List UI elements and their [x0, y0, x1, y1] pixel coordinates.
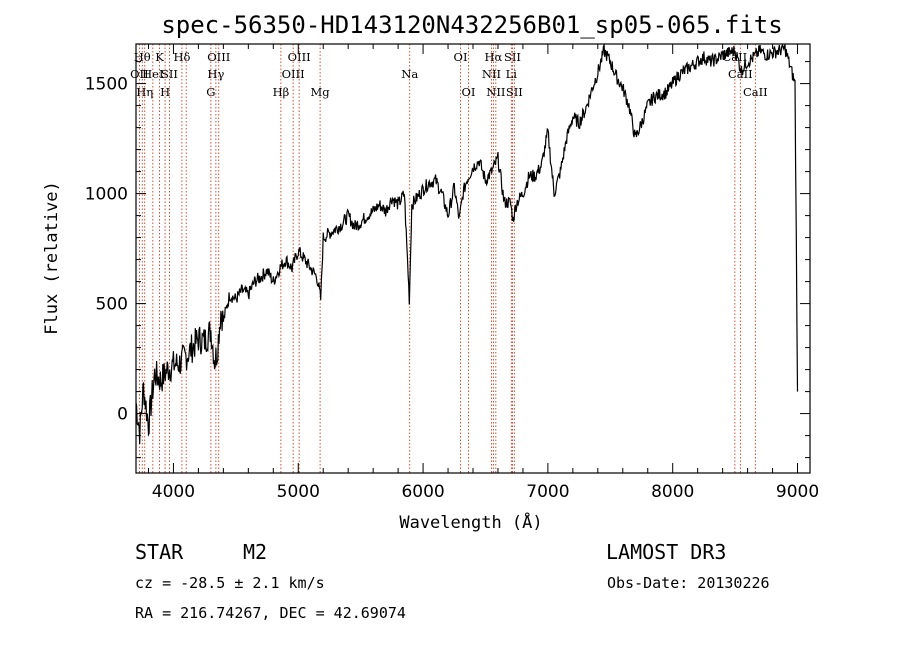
y-axis-label: Flux (relative) — [42, 181, 62, 335]
coordinates: RA = 216.74267, DEC = 42.69074 — [135, 604, 406, 622]
x-tick-label: 9000 — [776, 482, 819, 502]
y-tick-label: 1000 — [85, 185, 128, 205]
line-marker-label: CaII — [743, 85, 768, 99]
line-marker-label: Hθ — [134, 50, 151, 64]
line-marker-label: Mg — [311, 85, 331, 99]
line-marker-label: Hα — [484, 50, 502, 64]
line-marker-label: Hη — [136, 85, 153, 99]
line-marker-label: H — [160, 85, 170, 99]
plot-frame — [135, 43, 811, 474]
x-tick-label: 4000 — [152, 482, 195, 502]
line-marker-label: SII — [504, 50, 521, 64]
line-marker-label: G — [206, 85, 215, 99]
chart-title: spec-56350-HD143120N432256B01_sp05-065.f… — [161, 11, 782, 39]
line-marker-label: OIII — [288, 50, 311, 64]
line-marker-label: OIII — [282, 67, 305, 81]
line-marker-label: NII — [486, 85, 505, 99]
line-marker-label: K — [155, 50, 164, 64]
x-tick-label: 7000 — [526, 482, 569, 502]
observation-date: Obs-Date: 20130226 — [607, 574, 770, 592]
line-marker-label: CaII — [728, 67, 753, 81]
line-marker-label: Na — [401, 67, 418, 81]
line-marker-label: SII — [506, 85, 523, 99]
line-marker-label: Hδ — [173, 50, 190, 64]
object-class: STAR — [135, 540, 184, 564]
line-marker-label: OI — [454, 50, 468, 64]
line-marker-label: OI — [462, 85, 476, 99]
survey-name: LAMOST DR3 — [606, 540, 727, 564]
line-marker-labels: OII Hθ Hη HeI K H SII Hδ G Hγ OIII Hβ OIII OIII Mg Na OI… — [130, 50, 768, 99]
line-marker-label: OIII — [207, 50, 230, 64]
axis-ticks: 4000 5000 6000 7000 8000 9000 0 500 1000 1500 — [85, 44, 819, 502]
line-marker-label: Li — [506, 67, 518, 81]
x-tick-label: 5000 — [277, 482, 320, 502]
x-tick-label: 6000 — [401, 482, 444, 502]
redshift-velocity: cz = -28.5 ± 2.1 km/s — [135, 574, 325, 592]
line-marker-label: Hβ — [273, 85, 290, 99]
object-subclass: M2 — [243, 540, 268, 564]
x-axis-label: Wavelength (Å) — [399, 511, 542, 533]
line-marker-label: OII — [130, 67, 149, 81]
line-marker-label: Hγ — [207, 67, 224, 81]
line-marker-label: SII — [161, 67, 178, 81]
y-tick-label: 500 — [96, 295, 128, 315]
flux-series-line — [135, 42, 799, 445]
line-marker-label: HeI — [142, 67, 163, 81]
line-markers — [138, 44, 756, 473]
y-tick-label: 1500 — [85, 75, 128, 95]
y-tick-label: 0 — [117, 405, 128, 425]
x-tick-label: 8000 — [651, 482, 694, 502]
line-marker-label: NII — [482, 67, 501, 81]
